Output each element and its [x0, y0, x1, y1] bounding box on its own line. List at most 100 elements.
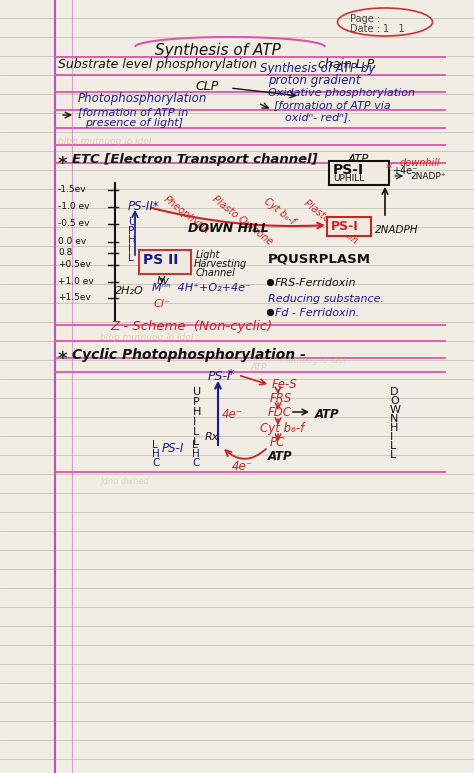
Text: 4e⁻: 4e⁻	[232, 460, 253, 473]
Text: proton gradient: proton gradient	[268, 74, 361, 87]
Text: +4e⁻: +4e⁻	[392, 166, 417, 176]
Text: P: P	[128, 226, 134, 236]
Text: L: L	[390, 441, 396, 451]
Text: I: I	[128, 244, 131, 254]
Text: PS-I: PS-I	[162, 442, 184, 455]
Text: PC: PC	[270, 436, 285, 449]
Text: PS-I: PS-I	[333, 163, 364, 177]
Text: Channel: Channel	[196, 268, 236, 278]
Text: L: L	[193, 437, 199, 447]
Text: 4e⁻: 4e⁻	[222, 408, 243, 421]
Text: Light: Light	[196, 250, 220, 260]
FancyBboxPatch shape	[329, 161, 389, 185]
Text: I: I	[193, 417, 196, 427]
Text: Reducing substance.: Reducing substance.	[268, 294, 384, 304]
Text: Mⁿⁿ  4H⁺+O₂+4e⁻: Mⁿⁿ 4H⁺+O₂+4e⁻	[152, 283, 251, 293]
Text: Synthesis of ATP by: Synthesis of ATP by	[260, 62, 375, 75]
Text: Fd - Ferridoxin.: Fd - Ferridoxin.	[275, 308, 359, 318]
Text: -1.5ev: -1.5ev	[58, 185, 87, 194]
Text: oxidⁿ- redⁿ].: oxidⁿ- redⁿ].	[285, 112, 352, 122]
Text: DOWN HILL: DOWN HILL	[188, 222, 269, 235]
Text: PQUSRPLASM: PQUSRPLASM	[268, 252, 371, 265]
Text: Jdno dwned: Jdno dwned	[100, 477, 149, 486]
Text: 2NADP⁺: 2NADP⁺	[410, 172, 446, 181]
Text: *: *	[228, 368, 234, 381]
Text: presence of light]: presence of light]	[85, 118, 183, 128]
Text: blbp mutnuog lo ldol: blbp mutnuog lo ldol	[58, 137, 151, 146]
Text: C: C	[192, 458, 200, 468]
Text: Cyt b₆-f: Cyt b₆-f	[260, 422, 304, 435]
Text: ATP: ATP	[268, 450, 292, 463]
Text: Substrate level phosphorylation: Substrate level phosphorylation	[58, 58, 257, 71]
Text: Photophosphorylation: Photophosphorylation	[78, 92, 207, 105]
Text: [formation of ATP in: [formation of ATP in	[78, 107, 188, 117]
Text: 2NADPH: 2NADPH	[375, 225, 419, 235]
Text: UPHILL: UPHILL	[333, 174, 364, 183]
Text: Pheophytin: Pheophytin	[162, 194, 211, 236]
Text: chain L.P.: chain L.P.	[318, 58, 376, 71]
Text: P: P	[193, 397, 200, 407]
Text: 2H₂O: 2H₂O	[115, 286, 144, 296]
Text: -0.5 ev: -0.5 ev	[58, 219, 90, 228]
Text: Cyclic Photophosphorylation -: Cyclic Photophosphorylation -	[72, 348, 306, 362]
Text: PS-II*: PS-II*	[128, 200, 160, 213]
Text: Page :: Page :	[350, 14, 380, 24]
FancyBboxPatch shape	[139, 250, 191, 274]
Text: CLP: CLP	[195, 80, 218, 93]
Text: Cl⁻: Cl⁻	[154, 299, 171, 309]
Text: downhill: downhill	[400, 158, 441, 168]
Text: 0.8: 0.8	[58, 248, 73, 257]
Text: L: L	[193, 427, 199, 437]
Text: +1.0 ev: +1.0 ev	[58, 277, 94, 286]
Text: *: *	[58, 350, 67, 368]
Text: ATP: ATP	[250, 363, 266, 372]
Text: U: U	[128, 217, 136, 227]
Text: Plasto Quinone: Plasto Quinone	[210, 194, 274, 247]
Text: Fe-S: Fe-S	[272, 378, 298, 391]
Text: +1.5ev: +1.5ev	[58, 293, 91, 302]
Text: PS-I: PS-I	[208, 370, 232, 383]
Text: H: H	[152, 449, 160, 459]
Text: ATP: ATP	[348, 153, 369, 166]
Text: *: *	[58, 155, 67, 173]
Text: Harvesting: Harvesting	[194, 259, 247, 269]
Text: H: H	[128, 235, 136, 245]
Text: Rx: Rx	[205, 432, 219, 442]
Text: H: H	[192, 449, 200, 459]
Text: [formation of ATP via: [formation of ATP via	[274, 100, 391, 110]
Text: L: L	[192, 440, 198, 450]
Text: FRS: FRS	[270, 392, 292, 405]
Text: O: O	[390, 396, 399, 406]
Text: Cyt b₆-f: Cyt b₆-f	[262, 196, 297, 226]
Text: PS-I: PS-I	[331, 220, 359, 233]
Text: blbp mutnuog lo ldol: blbp mutnuog lo ldol	[100, 333, 193, 342]
Text: mutnuog lo ldol: mutnuog lo ldol	[280, 356, 346, 365]
Text: FRS-Ferridoxin: FRS-Ferridoxin	[275, 278, 356, 288]
Text: Plasto cyanin: Plasto cyanin	[302, 198, 359, 246]
Text: U: U	[193, 387, 201, 397]
Text: I: I	[390, 432, 393, 442]
Text: *: *	[386, 162, 392, 175]
Text: H: H	[193, 407, 201, 417]
Text: W: W	[390, 405, 401, 415]
Text: N: N	[390, 414, 398, 424]
Text: 0.0 ev: 0.0 ev	[58, 237, 86, 246]
Text: PS II: PS II	[143, 253, 178, 267]
Text: FDC: FDC	[268, 406, 292, 419]
Text: L: L	[390, 450, 396, 460]
Text: Z - Scheme  (Non-cyclic): Z - Scheme (Non-cyclic)	[110, 320, 272, 333]
Text: Oxidative phosphorylation: Oxidative phosphorylation	[268, 88, 415, 98]
Text: H: H	[390, 423, 398, 433]
Text: -1.0 ev: -1.0 ev	[58, 202, 90, 211]
Text: Date : 1   1: Date : 1 1	[350, 24, 405, 34]
Text: D: D	[390, 387, 399, 397]
FancyBboxPatch shape	[327, 217, 371, 236]
Text: +0.5ev: +0.5ev	[58, 260, 91, 269]
Text: L: L	[152, 440, 158, 450]
Text: hv: hv	[157, 276, 170, 286]
Text: ETC [Electron Transport channel]: ETC [Electron Transport channel]	[72, 153, 318, 166]
Text: C: C	[152, 458, 159, 468]
Text: L: L	[128, 253, 134, 263]
Text: ATP: ATP	[315, 408, 340, 421]
Text: Synthesis of ATP: Synthesis of ATP	[155, 43, 281, 58]
